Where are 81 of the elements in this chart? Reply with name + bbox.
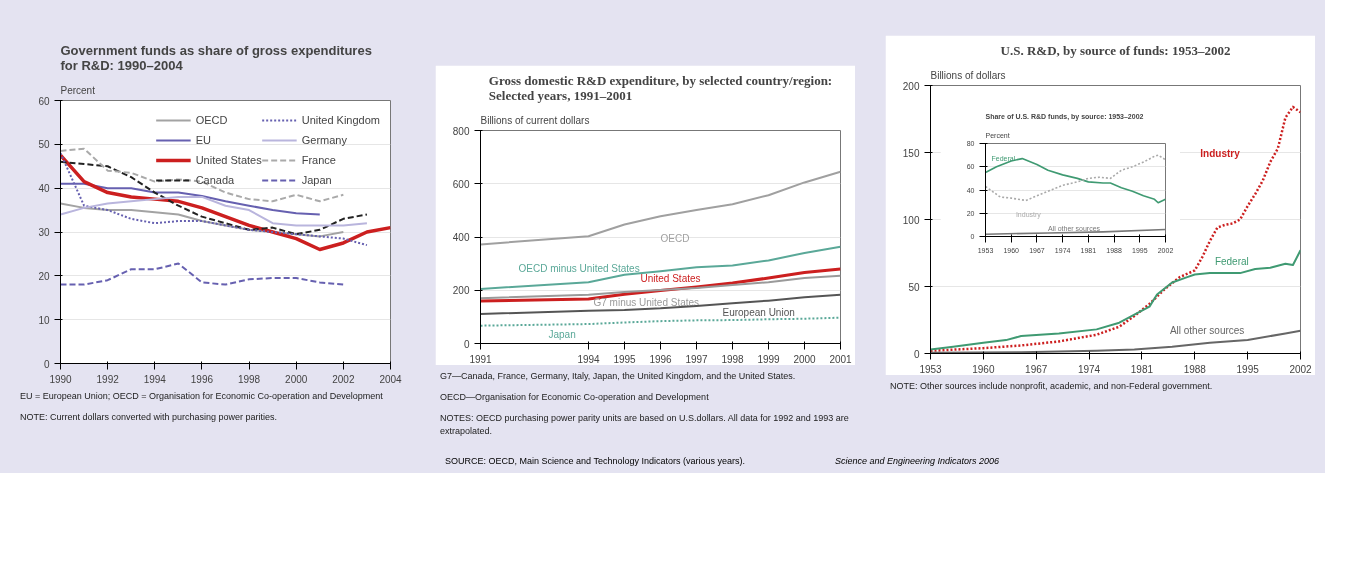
x-tick-label: 1953: [919, 363, 943, 375]
y-tick-label: 600: [452, 178, 470, 190]
series-label: European Union: [722, 306, 795, 318]
y-tick-label: 400: [452, 232, 470, 243]
x-tick-label: 2002: [1289, 363, 1313, 375]
text: Industry: [1200, 148, 1241, 160]
y-axis-title: Billions of current dollars: [480, 114, 590, 126]
chart-title: Gross domestic R&D expenditure, by selected country/region: Selected years, 1991–2001: [488, 72, 833, 103]
legend-label: Japan: [301, 174, 332, 186]
line-series: [60, 147, 345, 203]
x-tick-label: 1998: [237, 373, 261, 385]
x-tick-label: 1994: [143, 373, 167, 385]
x-tick-label: 1990: [49, 373, 73, 385]
line-series: [60, 202, 345, 238]
y-tick-label: 100: [902, 214, 920, 226]
text: G7—Canada, France, Germany, Italy, Japan, the United Kingdom, and the United States.: [440, 370, 797, 383]
x-tick-label: 1999: [757, 353, 781, 365]
y-tick-label: 200: [902, 80, 920, 92]
y-tick-label: 10: [38, 314, 50, 326]
x-tick-label: 1994: [577, 353, 601, 365]
y-tick-label: 150: [902, 147, 920, 159]
legend-label: OECD: [195, 114, 228, 126]
y-tick-label: 50: [908, 281, 920, 293]
x-tick-label: 1991: [469, 353, 493, 365]
source-note: SOURCE: OECD, Main Science and Technology Indicators (various years).: [445, 455, 745, 469]
series-label: All other sources: [1169, 325, 1245, 337]
series-label: Federal: [1214, 255, 1249, 267]
line-series: [480, 274, 841, 300]
text: EU = European Union; OECD = Organisation for Economic Co-operation and Development: [20, 390, 383, 403]
y-tick-label: 60: [38, 95, 50, 107]
x-tick-label: 1996: [649, 353, 673, 365]
series-label: Japan: [548, 328, 576, 340]
text: OECD—Organisation for Economic Co-operation and Development: [440, 390, 710, 404]
x-tick-label: 1995: [1236, 363, 1260, 375]
x-tick-label: 1998: [721, 353, 745, 365]
x-tick-label: 1995: [613, 353, 637, 365]
line-series: [60, 262, 345, 286]
line-series: [480, 316, 841, 327]
x-tick-label: 2000: [285, 373, 308, 385]
x-tick-label: 1960: [972, 363, 995, 375]
text: Science and Engineering Indicators 2006: [835, 455, 1000, 469]
chart-title: Government funds as share of gross expenditures for R&D: 1990–2004: [60, 42, 372, 73]
series-label: G7 minus United States: [593, 297, 700, 309]
x-tick-label: 1974: [1077, 363, 1101, 375]
y-tick-label: 0: [463, 338, 470, 350]
series-label: OECD minus United States: [518, 262, 640, 274]
x-tick-label: 1997: [685, 353, 709, 365]
y-tick-label: 0: [913, 348, 920, 360]
y-tick-label: 200: [452, 285, 470, 297]
chart-title: U.S. R&D, by source of funds: 1953–2002: [1000, 42, 1231, 58]
text: NOTES: OECD purchasing power parity units are based on U.S.dollars. All data for 1992 and 1993 are extrapolated.: [440, 411, 850, 438]
y-tick-label: 800: [452, 125, 470, 137]
legend-label: EU: [195, 134, 212, 146]
line-series: [60, 195, 368, 227]
x-tick-label: 1992: [96, 373, 120, 385]
y-tick-label: 40: [38, 183, 50, 195]
series-label: United States: [640, 273, 701, 285]
text: NOTE: Other sources include nonprofit, academic, and non-Federal government.: [890, 380, 1213, 393]
legend-label: France: [301, 154, 336, 166]
x-tick-label: 1996: [190, 373, 214, 385]
x-tick-label: 2004: [379, 373, 403, 385]
legend-label: Canada: [195, 174, 235, 186]
x-tick-label: 2000: [793, 353, 817, 365]
legend-label: United States: [195, 154, 262, 166]
y-tick-label: 50: [38, 139, 50, 151]
y-axis-title: Percent: [60, 84, 96, 96]
y-tick-label: 20: [38, 270, 50, 282]
x-tick-label: 2001: [829, 353, 853, 365]
legend-label: Germany: [301, 134, 347, 146]
x-tick-label: 1967: [1025, 363, 1048, 375]
y-tick-label: 30: [38, 227, 50, 238]
y-axis-title: Billions of dollars: [930, 69, 1006, 81]
x-tick-label: 2002: [332, 373, 355, 385]
series-label: OECD: [660, 232, 690, 244]
y-tick-label: 0: [43, 358, 50, 370]
text: NOTE: Current dollars converted with purchasing power parities.: [20, 410, 279, 424]
line-series: [480, 170, 841, 246]
line-series: [480, 245, 841, 290]
x-tick-label: 1988: [1183, 363, 1207, 375]
legend-label: United Kingdom: [301, 114, 380, 126]
x-tick-label: 1981: [1130, 363, 1154, 375]
